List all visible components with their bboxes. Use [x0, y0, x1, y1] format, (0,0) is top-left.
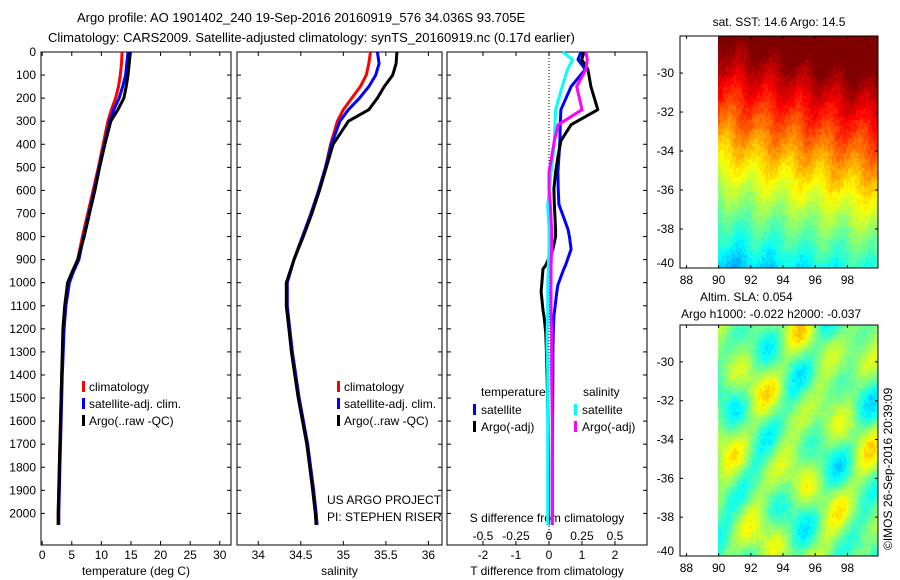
x-tick-label: 34.5 [289, 548, 313, 562]
series-line-climatology [285, 51, 372, 526]
s-tick-label: 0 [546, 529, 553, 543]
y-tick-label: 1100 [10, 299, 36, 313]
y-tick-label: 700 [16, 206, 36, 220]
legend-swatch [337, 381, 340, 392]
x-tick-label: 35.5 [374, 548, 398, 562]
s-tick-label: -0.5 [473, 529, 494, 543]
x-tick-label: 36 [422, 548, 436, 562]
legend-swatch [82, 398, 85, 409]
x-tick-label: 0 [546, 548, 553, 562]
profile-panel-3: -2 -1 0 1 2 T difference from climatology -0.5… [446, 50, 648, 578]
x-tick-label: 34 [252, 548, 266, 562]
series-line-argo-raw-qc- [56, 51, 132, 525]
legend-swatch [82, 415, 85, 426]
legend-swatch [574, 421, 577, 432]
legend-swatch [82, 381, 85, 392]
pi-label: PI: STEPHEN RISER [327, 510, 442, 524]
series-line-temperature-satellite [550, 51, 587, 525]
series-line-argo-raw-qc- [284, 51, 399, 526]
legend-swatch [337, 415, 340, 426]
legend-swatch [473, 404, 476, 415]
legend-label: Argo(-adj) [481, 420, 534, 434]
legend-label: satellite [481, 403, 522, 417]
y-tick-label: 1200 [9, 322, 36, 336]
legend-label: satellite-adj. clim. [344, 397, 436, 411]
legend-label: Argo(..raw -QC) [89, 414, 174, 428]
axes-box [446, 51, 648, 546]
legend-swatch [473, 421, 476, 432]
y-tick-label: 200 [16, 91, 36, 105]
y-tick-label: 0 [29, 45, 36, 59]
y-tick-label: 1400 [9, 368, 36, 382]
x-axis-label: T difference from climatology [470, 564, 624, 578]
series-line-salinity-argo-adj- [547, 51, 589, 525]
y-tick-label: 1300 [9, 345, 36, 359]
y-tick-label: 1800 [9, 460, 36, 474]
legend-label: satellite [582, 403, 623, 417]
y-tick-label: 1500 [9, 391, 36, 405]
y-tick-label: 400 [16, 137, 36, 151]
y-tick-label: 900 [16, 253, 36, 267]
project-label: US ARGO PROJECT [327, 493, 442, 507]
x-tick-label: 1 [579, 548, 586, 562]
x-tick-label: 0 [39, 548, 46, 562]
x-tick-label: -2 [478, 548, 489, 562]
x-axis-label: salinity [321, 564, 358, 578]
s-tick-label: -0.25 [502, 529, 530, 543]
figure-title-line2: Climatology: CARS2009. Satellite-adjuste… [48, 30, 575, 45]
y-tick-label: 1600 [9, 414, 36, 428]
legend-swatch [337, 398, 340, 409]
s-tick-label: 0.25 [570, 529, 594, 543]
x-tick-label: -1 [511, 548, 522, 562]
axes-box [236, 51, 443, 546]
legend-label: Argo(..raw -QC) [344, 414, 429, 428]
y-tick-label: 100 [16, 68, 36, 82]
legend-label: climatology [89, 380, 149, 394]
x-axis-label: temperature (deg C) [82, 564, 190, 578]
legend-swatch [574, 404, 577, 415]
y-tick-label: 1700 [9, 437, 36, 451]
axes-box [40, 51, 232, 546]
y-tick-label: 2000 [9, 506, 36, 520]
series-line-salinity-satellite [545, 50, 575, 525]
imos-timestamp: ©IMOS 26-Sep-2016 20:39:09 [881, 387, 895, 550]
legend-label: climatology [344, 380, 404, 394]
y-tick-label: 500 [16, 160, 36, 174]
profile-panel-1: 0100200300400500600700800900100011001200… [9, 45, 232, 578]
sla-map-heatmap [718, 325, 878, 556]
x-tick-label: 35 [337, 548, 351, 562]
y-tick-label: 800 [16, 230, 36, 244]
y-tick-label: 1900 [9, 483, 36, 497]
profile-panel-2: 34 34.5 35 35.5 36 salinity climatology satelli… [236, 51, 443, 578]
legend-label: Argo(-adj) [582, 420, 635, 434]
x-tick-label: 20 [154, 548, 168, 562]
series-line-satellite-adj-clim- [285, 51, 381, 526]
y-tick-label: 1000 [9, 276, 36, 290]
legend-title-salinity: salinity [583, 385, 620, 399]
figure-title-line1: Argo profile: AO 1901402_240 19-Sep-2016… [77, 10, 525, 25]
s-tick-label: 0.5 [607, 529, 624, 543]
x-tick-label: 25 [183, 548, 197, 562]
x-tick-label: 10 [95, 548, 109, 562]
y-tick-label: 300 [16, 114, 36, 128]
x-tick-label: 30 [213, 548, 227, 562]
y-tick-label: 600 [16, 183, 36, 197]
x-tick-label: 5 [68, 548, 75, 562]
legend-title-temperature: temperature [481, 385, 546, 399]
x-tick-label: 2 [612, 548, 619, 562]
series-line-satellite-adj-clim- [57, 51, 130, 525]
legend-label: satellite-adj. clim. [89, 397, 181, 411]
sst-map-heatmap [718, 36, 878, 268]
x-tick-label: 15 [124, 548, 138, 562]
